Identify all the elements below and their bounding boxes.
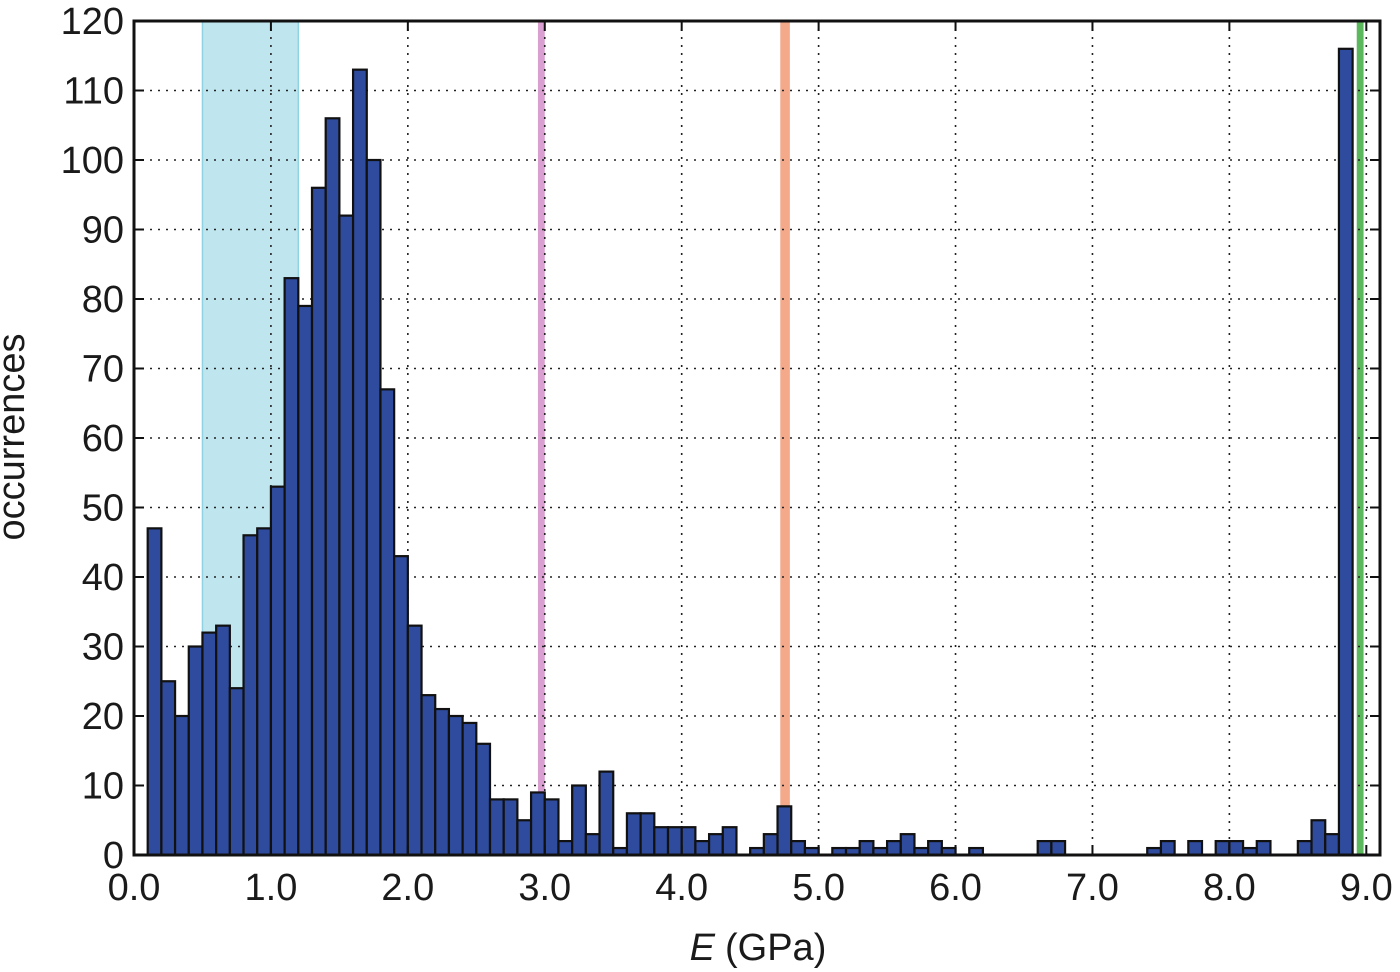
histogram-bar <box>557 839 574 857</box>
histogram-bar <box>1187 839 1204 857</box>
y-tick-labels: 0 10 20 30 40 50 60 70 80 90 100 110 120 <box>61 1 124 877</box>
histogram-bar <box>1050 839 1067 857</box>
y-tick-label: 30 <box>82 627 124 669</box>
y-axis-label: occurrences <box>0 334 33 541</box>
highlight-band-3 <box>1356 21 1364 855</box>
histogram-bars <box>146 47 1354 857</box>
histogram-bar <box>927 839 943 857</box>
histogram-bar <box>201 631 218 857</box>
histogram-bar <box>297 304 314 857</box>
histogram-bar <box>516 819 533 857</box>
y-tick-label: 20 <box>82 696 124 738</box>
histogram-bar <box>283 277 300 857</box>
x-tick-label: 8.0 <box>1203 867 1256 909</box>
x-tick-labels: 0.0 1.0 2.0 3.0 4.0 5.0 6.0 7.0 8.0 9.0 <box>108 867 1393 909</box>
histogram-bar <box>242 534 259 857</box>
histogram-bar <box>625 812 642 857</box>
histogram-bar <box>187 645 204 857</box>
histogram-bar <box>790 839 807 857</box>
histogram-bar <box>1228 839 1245 857</box>
histogram-bar <box>324 117 341 857</box>
x-tick-label: 7.0 <box>1066 867 1119 909</box>
histogram-bar <box>502 798 519 857</box>
histogram-bar <box>351 68 368 857</box>
x-axis-unit: (GPa) <box>725 927 826 969</box>
histogram-bar <box>393 555 409 857</box>
histogram-bar <box>1337 47 1354 857</box>
y-tick-label: 50 <box>82 488 124 530</box>
histogram-bar <box>584 833 601 857</box>
x-tick-label: 0.0 <box>108 867 161 909</box>
x-tick-label: 1.0 <box>245 867 298 909</box>
histogram-bar <box>529 791 546 857</box>
histogram-bar <box>461 721 478 857</box>
y-tick-label: 70 <box>82 349 124 391</box>
histogram-bar <box>694 839 711 857</box>
x-axis-variable: E <box>690 927 716 969</box>
highlight-band-2 <box>780 21 790 855</box>
histogram-bar <box>653 826 670 857</box>
histogram-bar <box>160 680 177 857</box>
histogram-bar <box>173 714 190 857</box>
histogram-bar <box>1324 833 1341 857</box>
histogram-bar <box>707 833 724 857</box>
histogram-bar <box>488 798 505 857</box>
y-tick-label: 40 <box>82 557 124 599</box>
histogram-bar <box>1159 839 1176 857</box>
histogram-bar <box>598 770 615 857</box>
y-tick-label: 110 <box>63 71 124 113</box>
y-tick-label: 60 <box>82 418 124 460</box>
x-tick-label: 2.0 <box>381 867 434 909</box>
x-tick-label: 4.0 <box>655 867 708 909</box>
y-tick-label: 80 <box>82 279 124 321</box>
histogram-bar <box>434 707 451 857</box>
y-tick-label: 100 <box>61 140 124 182</box>
histogram-bar <box>680 826 697 857</box>
histogram-bar <box>776 805 793 857</box>
x-tick-label: 6.0 <box>929 867 982 909</box>
axis-ticks <box>133 20 1380 856</box>
histogram-bar <box>146 527 163 857</box>
y-tick-label: 90 <box>82 210 124 252</box>
histogram-bar <box>310 186 327 857</box>
histogram-bar <box>475 742 492 857</box>
histogram-bar <box>420 694 437 857</box>
grid-lines <box>134 21 1380 855</box>
y-tick-label: 120 <box>61 1 124 43</box>
histogram-bar <box>885 839 902 857</box>
histogram-bar <box>721 826 738 857</box>
histogram-bar <box>1255 839 1272 857</box>
histogram-bar <box>639 812 656 857</box>
histogram-bar <box>379 388 396 857</box>
histogram-bar <box>256 527 273 857</box>
histogram-bar <box>1310 819 1327 857</box>
histogram-bar <box>858 839 875 857</box>
histogram-bar <box>543 798 560 857</box>
histogram-bar <box>1296 839 1313 857</box>
x-tick-label: 3.0 <box>518 867 571 909</box>
histogram-bar <box>215 624 231 857</box>
histogram-bar <box>762 833 779 857</box>
highlight-band-1 <box>537 21 545 855</box>
histogram-bar <box>228 687 245 857</box>
x-tick-label: 9.0 <box>1340 867 1393 909</box>
y-tick-label: 10 <box>82 766 124 808</box>
histogram-bar <box>406 624 423 857</box>
histogram-bar <box>1214 839 1231 857</box>
histogram-bar <box>447 714 464 857</box>
y-tick-label: 0 <box>103 835 124 877</box>
histogram-bar <box>365 158 382 857</box>
histogram-bar <box>666 826 683 857</box>
histogram-bar <box>899 833 916 857</box>
histogram-bar <box>338 214 355 857</box>
x-tick-label: 5.0 <box>792 867 845 909</box>
histogram-bar <box>1036 839 1053 857</box>
x-axis-label: E (GPa) <box>690 927 827 969</box>
histogram-bar <box>571 784 587 857</box>
histogram-bar <box>269 485 286 857</box>
